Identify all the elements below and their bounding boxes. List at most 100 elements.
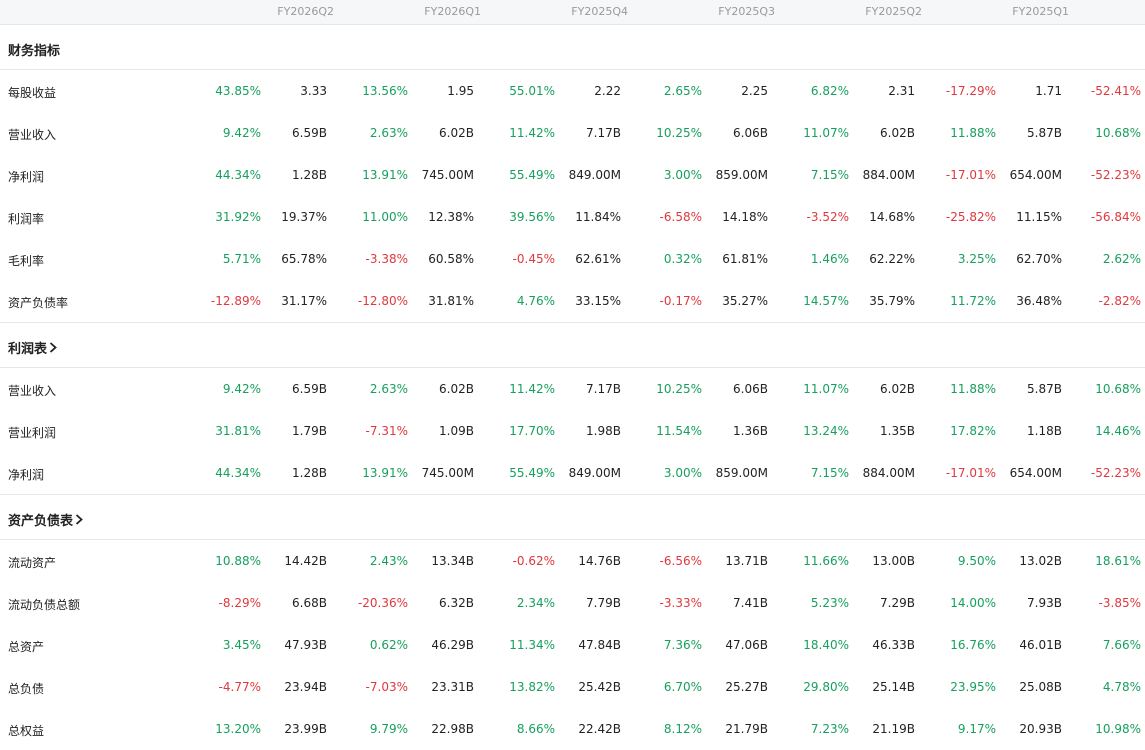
period-value: 7.29B <box>880 596 915 610</box>
period-value: 46.01B <box>1019 638 1062 652</box>
period-value: 62.61% <box>575 252 621 266</box>
change-percent: 29.80% <box>803 680 849 694</box>
row-label: 利润率 <box>8 212 45 226</box>
table-row: 营业利润 31.81% 1.79B -7.31% 1.09B 17.70% 1.98B 11.… <box>0 410 1145 452</box>
period-header: FY2025Q1 <box>1012 5 1069 18</box>
change-percent: 7.23% <box>810 722 849 736</box>
period-value: 25.27B <box>725 680 768 694</box>
table-row: 总权益 13.20% 23.99B 9.79% 22.98B 8.66% 22.42B 8.1… <box>0 708 1145 750</box>
table-row: 流动资产 10.88% 14.42B 2.43% 13.34B -0.62% 14.76B -… <box>0 540 1145 582</box>
change-percent: -12.80% <box>357 294 408 308</box>
change-percent: 0.32% <box>663 252 702 266</box>
period-value: 21.79B <box>725 722 768 736</box>
change-percent: 55.01% <box>509 84 555 98</box>
change-percent: -12.89% <box>210 294 261 308</box>
change-percent: 7.15% <box>810 466 849 480</box>
period-value: 1.28B <box>292 168 327 182</box>
period-value: 14.18% <box>722 210 768 224</box>
change-percent: 3.00% <box>663 168 702 182</box>
period-value: 6.02B <box>880 126 915 140</box>
period-value: 23.99B <box>284 722 327 736</box>
change-percent: 11.34% <box>509 638 555 652</box>
change-percent: 13.24% <box>803 424 849 438</box>
section-title[interactable]: 资产负债表 <box>8 510 83 529</box>
period-value: 6.59B <box>292 382 327 396</box>
period-value: 7.17B <box>586 382 621 396</box>
change-percent: 2.63% <box>369 126 408 140</box>
period-value: 6.06B <box>733 126 768 140</box>
change-percent: 14.57% <box>803 294 849 308</box>
row-label: 营业收入 <box>8 128 57 142</box>
change-percent: 13.91% <box>362 466 408 480</box>
section-header: 财务指标 <box>0 25 1145 70</box>
period-value: 13.02B <box>1019 554 1062 568</box>
section-header[interactable]: 资产负债表 <box>0 495 1145 540</box>
change-percent: -4.77% <box>218 680 261 694</box>
change-percent: 31.92% <box>215 210 261 224</box>
change-percent: 2.65% <box>663 84 702 98</box>
change-percent: -17.29% <box>945 84 996 98</box>
change-percent: -52.41% <box>1090 84 1141 98</box>
change-percent: -8.29% <box>218 596 261 610</box>
table-row: 每股收益 43.85% 3.33 13.56% 1.95 55.01% 2.22 2.65% 2… <box>0 70 1145 112</box>
change-percent: 2.43% <box>369 554 408 568</box>
table-row: 营业收入 9.42% 6.59B 2.63% 6.02B 11.42% 7.17B 10.25… <box>0 112 1145 154</box>
table-row: 毛利率 5.71% 65.78% -3.38% 60.58% -0.45% 62.61% 0.… <box>0 238 1145 280</box>
period-value: 47.06B <box>725 638 768 652</box>
change-percent: 10.98% <box>1095 722 1141 736</box>
section-title[interactable]: 利润表 <box>8 338 57 357</box>
section-title-text: 利润表 <box>8 342 48 357</box>
period-value: 62.70% <box>1016 252 1062 266</box>
change-percent: 18.61% <box>1095 554 1141 568</box>
change-percent: 11.88% <box>950 382 996 396</box>
change-percent: 13.20% <box>215 722 261 736</box>
period-value: 1.09B <box>439 424 474 438</box>
change-percent: 5.23% <box>810 596 849 610</box>
change-percent: 9.79% <box>369 722 408 736</box>
period-value: 859.00M <box>715 466 768 480</box>
table-row: 营业收入 9.42% 6.59B 2.63% 6.02B 11.42% 7.17B 10.25… <box>0 368 1145 410</box>
period-value: 654.00M <box>1009 168 1062 182</box>
row-label: 净利润 <box>8 170 45 184</box>
period-value: 745.00M <box>421 466 474 480</box>
change-percent: 55.49% <box>509 168 555 182</box>
change-percent: -56.84% <box>1090 210 1141 224</box>
change-percent: 13.82% <box>509 680 555 694</box>
chevron-right-icon[interactable] <box>49 342 57 357</box>
period-value: 1.95 <box>447 84 474 98</box>
change-percent: 8.66% <box>516 722 555 736</box>
change-percent: 2.63% <box>369 382 408 396</box>
row-label: 总资产 <box>8 640 45 654</box>
period-header: FY2025Q2 <box>865 5 922 18</box>
period-value: 859.00M <box>715 168 768 182</box>
period-value: 47.84B <box>578 638 621 652</box>
period-value: 19.37% <box>281 210 327 224</box>
row-label: 流动负债总额 <box>8 598 81 612</box>
period-value: 745.00M <box>421 168 474 182</box>
period-value: 33.15% <box>575 294 621 308</box>
table-row: 总负债 -4.77% 23.94B -7.03% 23.31B 13.82% 25.42B 6… <box>0 666 1145 708</box>
change-percent: -20.36% <box>357 596 408 610</box>
change-percent: 9.50% <box>957 554 996 568</box>
period-header: FY2025Q3 <box>718 5 775 18</box>
period-value: 25.14B <box>872 680 915 694</box>
change-percent: -2.82% <box>1098 294 1141 308</box>
period-value: 31.81% <box>428 294 474 308</box>
row-label: 总负债 <box>8 682 45 696</box>
change-percent: 55.49% <box>509 466 555 480</box>
chevron-right-icon[interactable] <box>75 514 83 529</box>
period-value: 22.42B <box>578 722 621 736</box>
change-percent: 4.78% <box>1102 680 1141 694</box>
change-percent: 9.17% <box>957 722 996 736</box>
change-percent: 17.82% <box>950 424 996 438</box>
change-percent: 31.81% <box>215 424 261 438</box>
change-percent: 44.34% <box>215 168 261 182</box>
change-percent: 1.46% <box>810 252 849 266</box>
change-percent: 5.71% <box>222 252 261 266</box>
period-value: 31.17% <box>281 294 327 308</box>
section-header[interactable]: 利润表 <box>0 323 1145 368</box>
table-row: 总资产 3.45% 47.93B 0.62% 46.29B 11.34% 47.84B 7.3… <box>0 624 1145 666</box>
period-value: 2.22 <box>594 84 621 98</box>
change-percent: 11.07% <box>803 126 849 140</box>
period-value: 12.38% <box>428 210 474 224</box>
